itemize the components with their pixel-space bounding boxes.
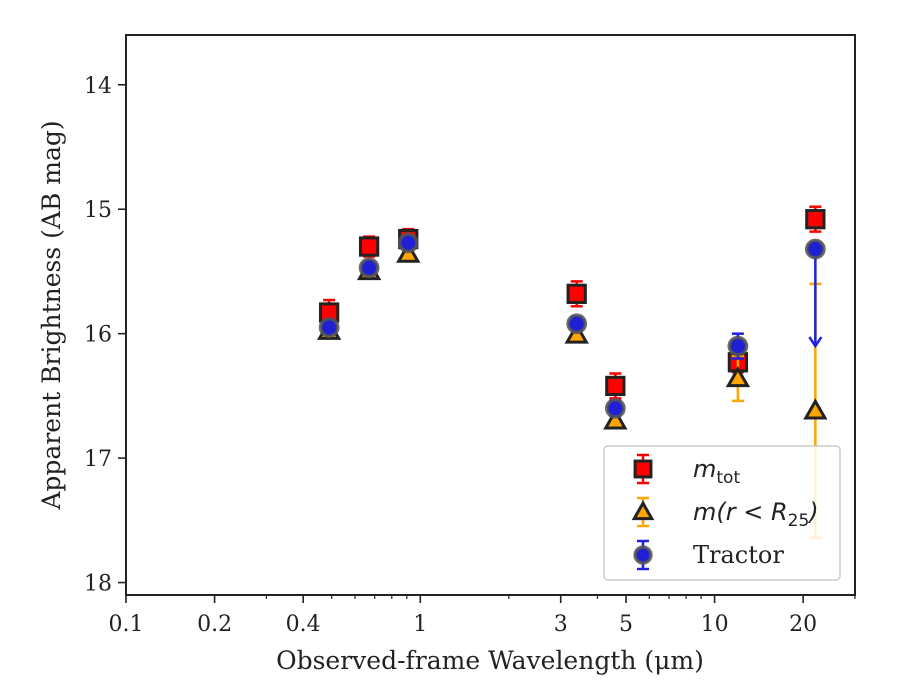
legend-label-tractor: Tractor — [693, 541, 784, 569]
y-axis: 14 15 16 17 18 — [84, 74, 126, 597]
x-tick-label: 10 — [701, 612, 729, 637]
tractor-upper-limit-arrow — [808, 336, 823, 349]
mtot-point — [358, 236, 380, 257]
y-tick-label: 14 — [84, 74, 112, 99]
tractor-point — [604, 397, 626, 419]
tractor-point — [318, 317, 340, 338]
y-tick-label: 15 — [84, 198, 112, 223]
x-tick-label: 5 — [619, 612, 633, 637]
mtot-point — [805, 209, 826, 230]
x-tick-label: 20 — [789, 612, 817, 637]
legend-tractor-marker — [633, 545, 653, 565]
y-axis-label: Apparent Brightness (AB mag) — [37, 120, 66, 510]
legend-mtot-marker — [633, 459, 653, 479]
mr25-point — [725, 365, 751, 388]
legend-label-mtot: mtot — [693, 455, 740, 488]
y-tick-label: 18 — [84, 572, 112, 597]
x-tick-label: 0.2 — [197, 612, 232, 637]
data-layer — [316, 205, 828, 540]
x-tick-label: 3 — [554, 612, 568, 637]
tractor-point — [566, 313, 588, 335]
mr25-point — [603, 408, 628, 430]
mr25-point — [803, 398, 828, 420]
series-tractor — [318, 232, 826, 419]
y-tick-label: 16 — [84, 323, 112, 348]
mtot-point — [605, 375, 626, 397]
series-mtot — [318, 205, 826, 400]
x-tick-label: 0.1 — [109, 612, 144, 637]
tractor-point — [804, 238, 826, 260]
x-tick-label: 0.4 — [286, 612, 321, 637]
legend-box — [603, 445, 841, 581]
tractor-point — [397, 232, 419, 254]
mtot-point — [566, 283, 587, 304]
tractor-point — [358, 257, 380, 279]
x-tick-label: 1 — [413, 612, 427, 637]
y-tick-label: 17 — [84, 447, 112, 472]
legend: mtot m(r < R25) Tractor — [603, 445, 841, 581]
tractor-point — [727, 335, 749, 357]
x-axis: 0.1 0.2 0.4 1 3 5 10 20 — [109, 595, 856, 637]
plot-frame — [125, 34, 856, 596]
legend-mr25-marker — [631, 500, 655, 521]
legend-label-mr25: m(r < R25) — [693, 498, 819, 531]
x-axis-label: Observed-frame Wavelength (μm) — [276, 646, 704, 675]
